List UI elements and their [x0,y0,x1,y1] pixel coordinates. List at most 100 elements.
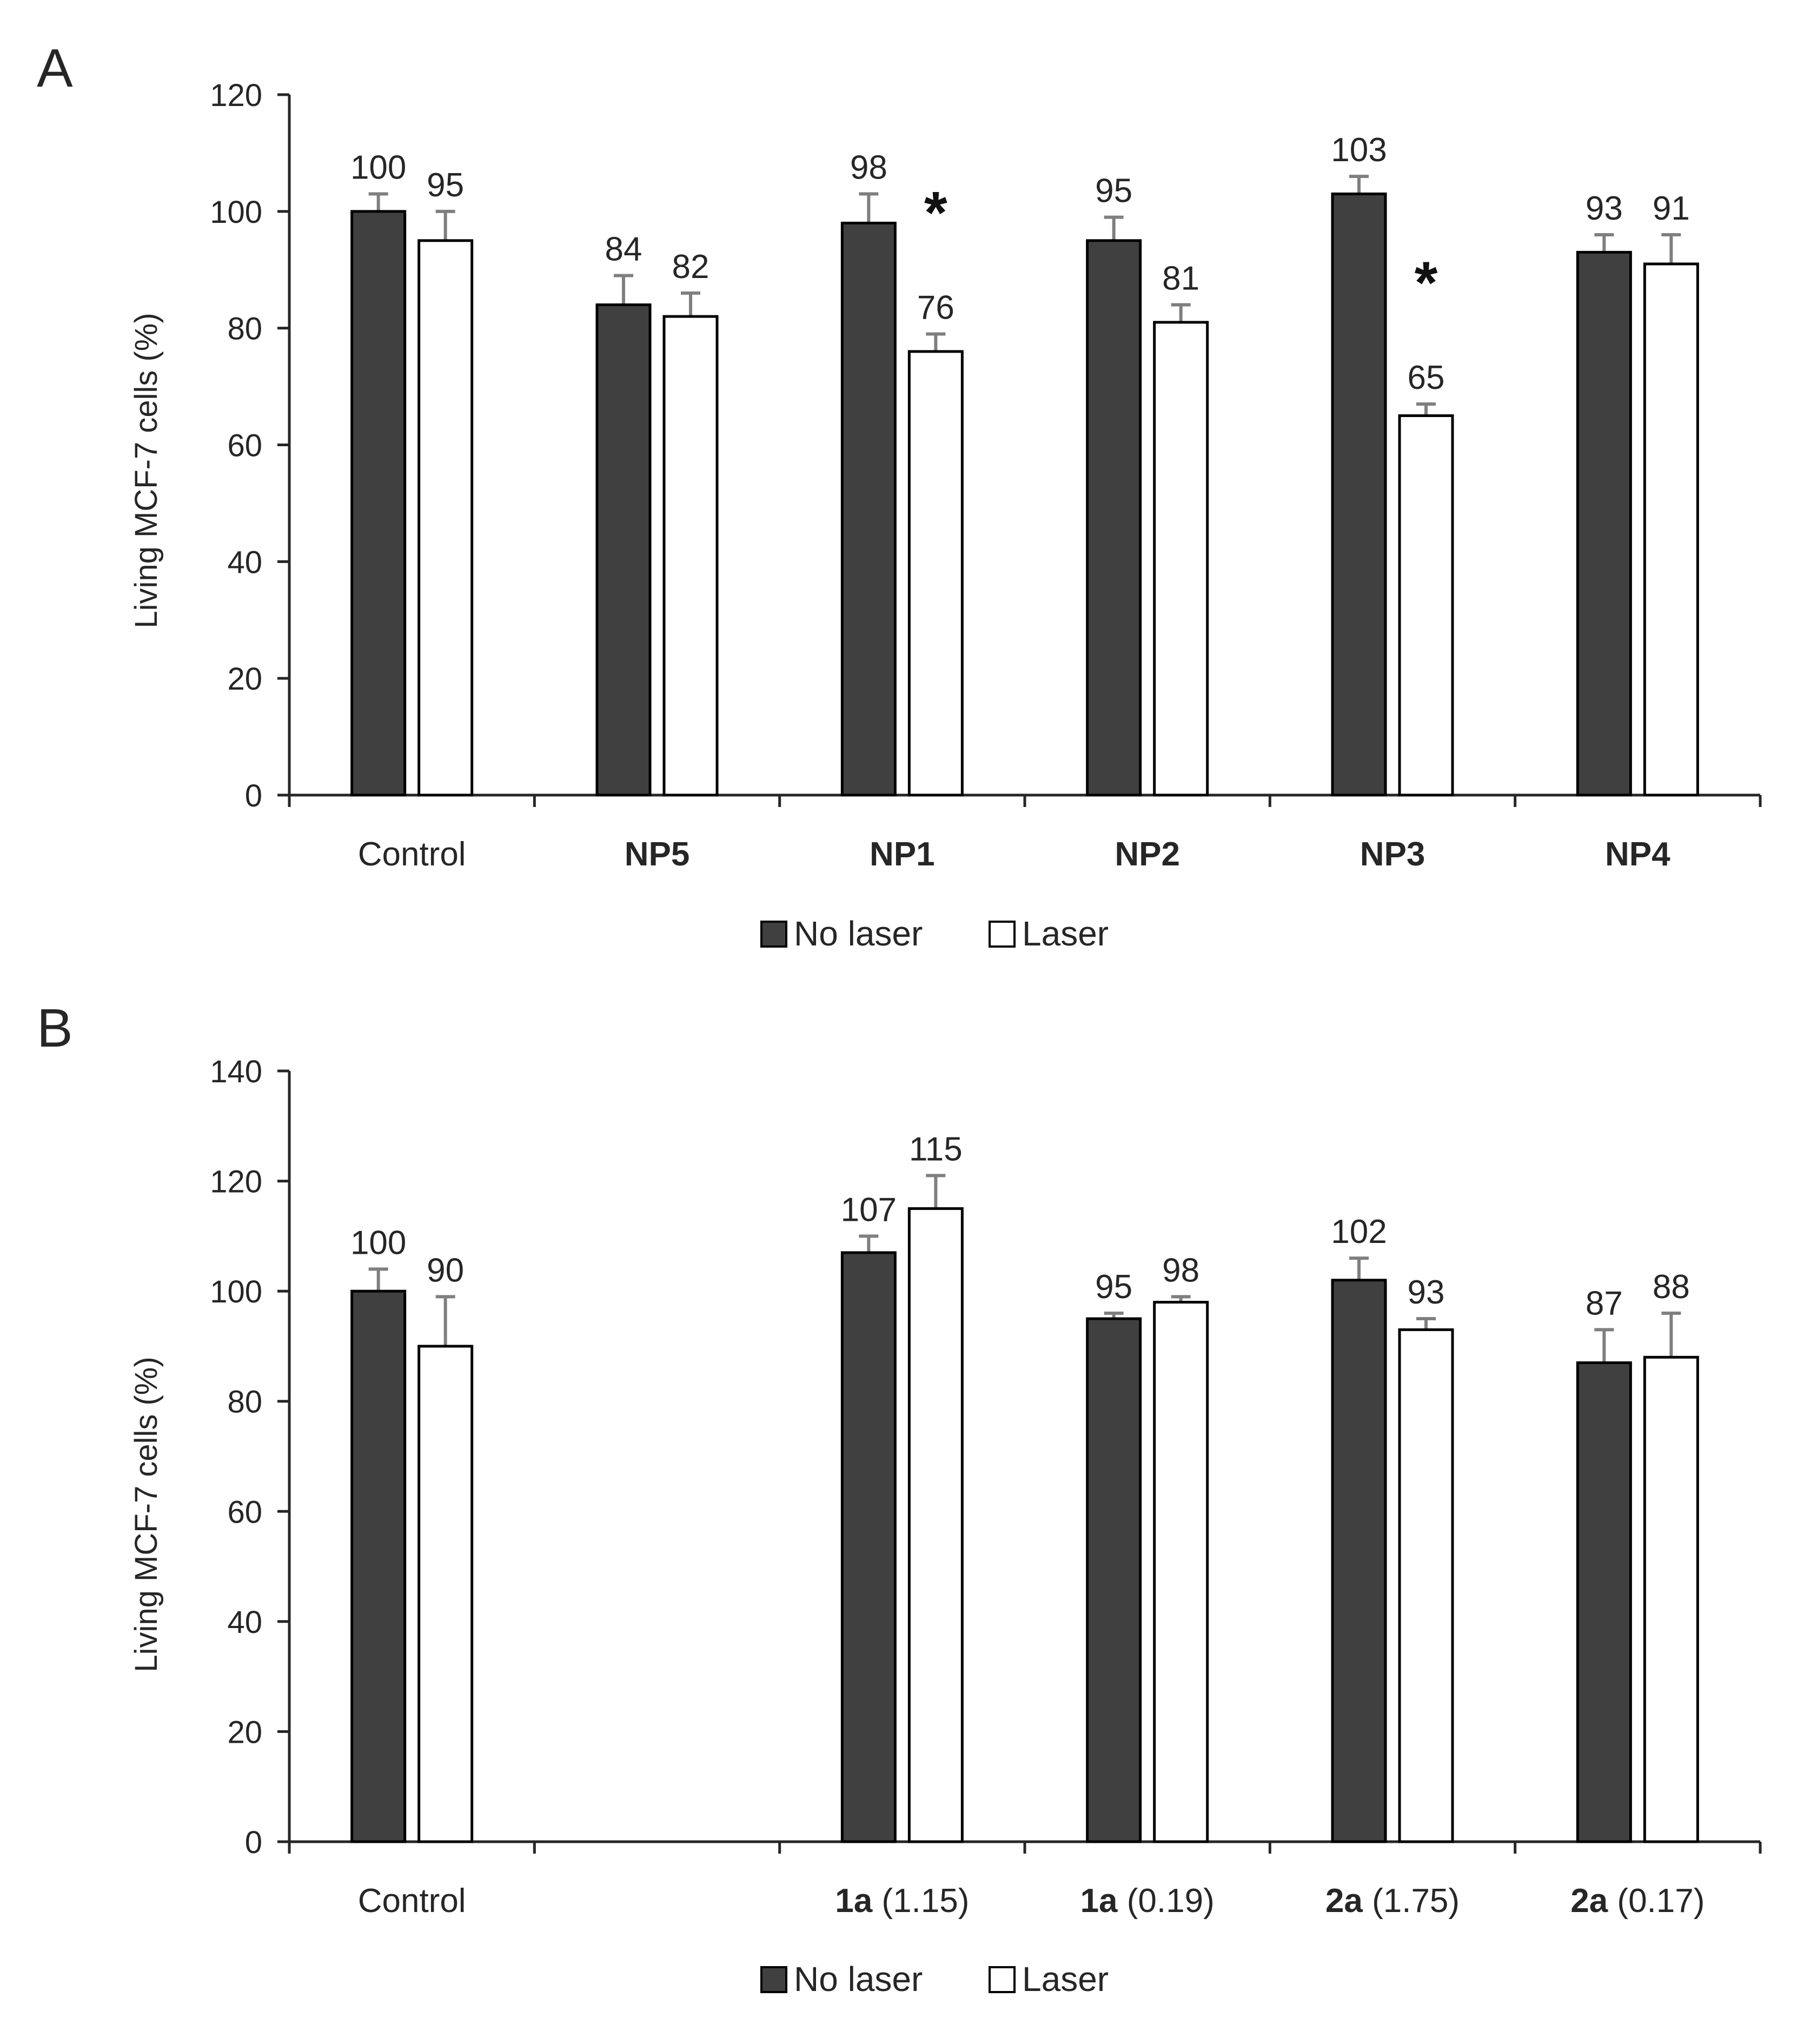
data-label: 65 [1408,359,1445,396]
category-label-main: 2a [1570,1882,1608,1920]
category-label-suffix: (1.15) [872,1882,969,1920]
y-tick-label: 120 [210,78,262,113]
bar-no-laser [350,1289,407,1843]
y-tick-label: 40 [227,1605,262,1640]
category-label-suffix: (1.75) [1363,1882,1460,1920]
data-label: 98 [850,149,887,186]
category-label: 1a (0.19) [1080,1882,1215,1920]
category-label: NP2 [1115,836,1180,873]
category-label: NP5 [625,836,690,873]
y-tick-label: 60 [227,428,262,464]
data-label: 81 [1162,260,1199,297]
data-label: 107 [841,1191,897,1228]
category-label: NP1 [870,836,935,873]
category-label-suffix: (0.19) [1118,1882,1215,1920]
category-label: Control [358,1882,466,1920]
bar-laser [1153,1301,1209,1843]
y-tick-label: 0 [245,778,262,813]
data-label: 102 [1331,1213,1387,1251]
category-label: 1a (1.15) [835,1882,969,1920]
legend-label-no-laser: No laser [794,914,923,953]
category-label: NP3 [1360,836,1425,873]
bar-laser [1643,1355,1699,1843]
legend-swatch-no-laser [760,1966,787,1993]
category-label-main: NP4 [1605,836,1670,873]
category-label-main: NP5 [625,836,690,873]
bar-no-laser [1331,1279,1387,1843]
panel-b: B Living MCF-7 cells (%) 0 20 40 60 80 100 120… [37,998,1762,1999]
data-label: 100 [350,1224,406,1261]
bar-laser [417,239,474,797]
data-label: 90 [427,1252,464,1289]
y-tick-label: 100 [210,195,262,230]
category-label-main: 2a [1325,1882,1363,1920]
bar-laser [417,1345,474,1843]
bar-no-laser [1576,250,1632,797]
y-axis-label: Living MCF-7 cells (%) [129,313,164,628]
category-label: 2a (1.75) [1325,1882,1460,1920]
bar-laser [662,315,719,797]
panel-letter-a: A [37,38,73,98]
data-label: 95 [1095,173,1132,210]
category-label-main: Control [358,836,466,873]
panel-letter-b: B [37,998,73,1059]
data-label: 115 [909,1130,963,1168]
category-label-main: 1a [835,1882,872,1920]
data-label: 91 [1653,190,1690,227]
bar-no-laser [840,1251,897,1843]
bar-laser [1398,414,1454,797]
category-label-main: NP3 [1360,836,1425,873]
bar-no-laser [840,221,897,797]
data-label: 84 [605,231,642,268]
category-label-main: 1a [1080,1882,1118,1920]
data-label: 95 [427,167,464,204]
data-label: 103 [1331,131,1387,169]
bar-no-laser [595,303,652,797]
category-label: Control [358,836,466,873]
y-axis-label: Living MCF-7 cells (%) [129,1357,164,1672]
category-label-main: NP1 [870,836,935,873]
bar-laser [907,350,964,797]
category-label-main: Control [358,1882,466,1920]
legend-swatch-no-laser [760,921,787,948]
data-label: 87 [1586,1285,1623,1322]
y-tick-label: 140 [210,1054,262,1089]
legend-label-laser: Laser [1022,1960,1109,1999]
y-tick-label: 40 [227,545,262,580]
y-tick-label: 0 [245,1825,262,1860]
y-tick-label: 60 [227,1494,262,1530]
bar-laser [907,1207,964,1843]
bar-no-laser [1576,1361,1632,1843]
category-label-main: NP2 [1115,836,1180,873]
y-tick-label: 120 [210,1165,262,1200]
data-label: 100 [350,149,406,186]
data-label: 82 [672,248,709,286]
legend-label-no-laser: No laser [794,1960,923,1999]
legend-label-laser: Laser [1022,914,1109,953]
data-label: 76 [917,289,954,326]
category-label: 2a (0.17) [1570,1882,1705,1920]
bar-no-laser [1086,1317,1142,1843]
bar-laser [1153,321,1209,797]
bar-no-laser [350,210,407,797]
significance-star: * [924,180,947,246]
category-label: NP4 [1605,836,1670,873]
category-label-suffix: (0.17) [1608,1882,1705,1920]
legend-swatch-laser [989,921,1016,948]
y-tick-label: 80 [227,312,262,347]
y-tick-label: 20 [227,1715,262,1750]
bar-no-laser [1086,239,1142,797]
y-tick-label: 80 [227,1385,262,1420]
data-label: 95 [1095,1268,1132,1306]
bar-laser [1398,1328,1454,1843]
legend-swatch-laser [989,1966,1016,1993]
data-label: 98 [1162,1252,1199,1289]
bar-no-laser [1331,192,1387,797]
y-tick-label: 100 [210,1274,262,1309]
panel-a: A Living MCF-7 cells (%) 0 20 40 60 80 100 120… [37,38,1762,953]
bar-laser [1643,262,1699,797]
y-tick-label: 20 [227,662,262,697]
significance-star: * [1415,249,1438,316]
data-label: 93 [1586,190,1623,227]
